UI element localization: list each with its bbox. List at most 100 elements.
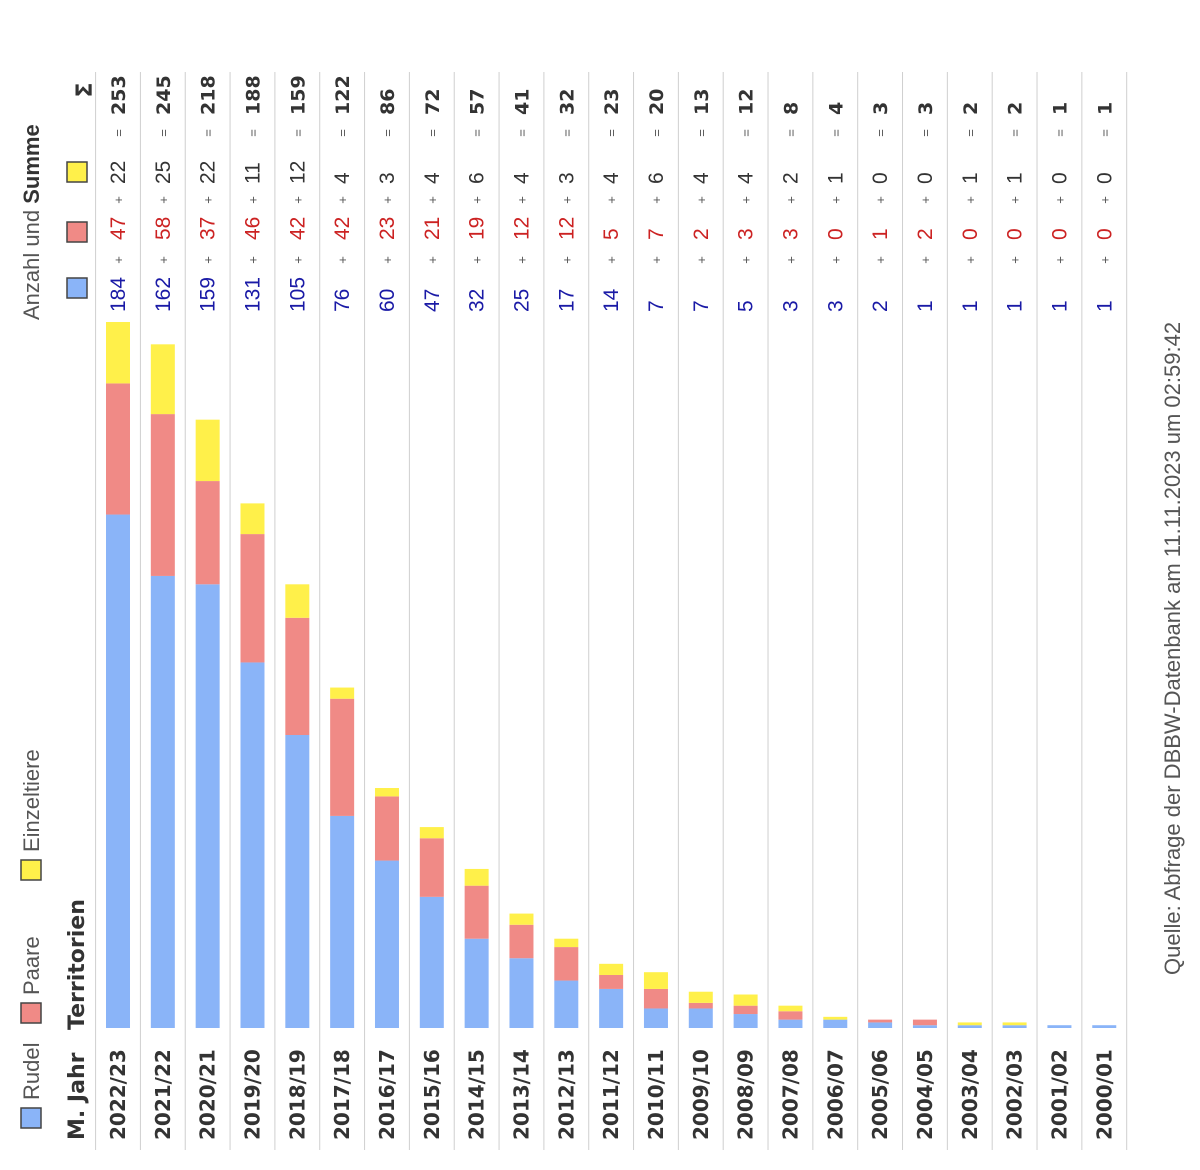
value-einzeltiere: 11 <box>241 162 264 184</box>
total-value: 23 <box>601 89 623 115</box>
value-rudel: 32 <box>466 289 489 312</box>
bar-rudel <box>106 514 130 1028</box>
header-year: M. Jahr <box>65 1052 90 1140</box>
equals-sign: = <box>828 129 843 137</box>
year-label: 2008/09 <box>734 1049 758 1140</box>
total-value: 20 <box>646 89 668 115</box>
value-einzeltiere: 1 <box>959 172 982 184</box>
total-value: 4 <box>825 102 847 115</box>
value-einzeltiere: 25 <box>152 161 175 184</box>
bar-paare <box>778 1011 803 1020</box>
value-paare: 0 <box>1048 228 1071 240</box>
bar-paare <box>912 1019 937 1026</box>
equals-sign: = <box>290 129 305 137</box>
bar-rudel <box>374 860 399 1028</box>
header-anzahl-summe: Anzahl und Summe <box>19 124 44 320</box>
value-einzeltiere: 0 <box>914 172 937 184</box>
equals-sign: = <box>918 129 933 137</box>
year-label: 2020/21 <box>196 1049 220 1140</box>
value-rudel: 60 <box>376 289 399 312</box>
plus-sign: + <box>111 196 126 204</box>
year-label: 2017/18 <box>330 1049 354 1140</box>
year-label: 2011/12 <box>599 1049 623 1140</box>
value-paare: 2 <box>914 228 937 240</box>
plus-sign: + <box>514 256 529 264</box>
equals-sign: = <box>1052 129 1067 137</box>
bar-paare <box>330 698 355 816</box>
equals-sign: = <box>783 129 798 137</box>
value-paare: 47 <box>107 217 130 240</box>
bar-paare <box>643 988 668 1009</box>
plus-sign: + <box>1097 196 1112 204</box>
plus-sign: + <box>1008 196 1023 204</box>
bar-einzeltiere <box>240 503 265 535</box>
bar-rudel <box>643 1008 668 1028</box>
year-label: 2005/06 <box>868 1049 892 1140</box>
plus-sign: + <box>380 256 395 264</box>
value-rudel: 3 <box>824 300 847 312</box>
value-einzeltiere: 4 <box>690 172 713 184</box>
bar-paare <box>419 838 444 897</box>
value-rudel: 25 <box>510 289 533 312</box>
legend-swatch-paare <box>20 1002 42 1024</box>
year-label: 2002/03 <box>1003 1049 1027 1140</box>
value-rudel: 76 <box>331 289 354 312</box>
bar-rudel <box>554 980 579 1028</box>
bar-rudel <box>464 938 489 1028</box>
year-label: 2016/17 <box>375 1049 399 1140</box>
value-rudel: 1 <box>1093 300 1116 312</box>
value-rudel: 7 <box>645 300 668 312</box>
value-rudel: 105 <box>286 277 309 312</box>
plus-sign: + <box>694 196 709 204</box>
year-label: 2013/14 <box>509 1049 533 1140</box>
legend-label-paare: Paare <box>19 936 44 995</box>
legend-swatch-rudel <box>20 1107 42 1129</box>
value-rudel: 1 <box>1048 300 1071 312</box>
bar-rudel <box>912 1025 937 1028</box>
table-swatch-paare <box>66 221 88 243</box>
total-value: 253 <box>108 75 130 115</box>
equals-sign: = <box>335 129 350 137</box>
value-paare: 12 <box>510 217 533 240</box>
plus-sign: + <box>380 196 395 204</box>
value-rudel: 14 <box>600 288 623 312</box>
bar-einzeltiere <box>599 963 624 975</box>
equals-sign: = <box>470 129 485 137</box>
value-paare: 42 <box>286 217 309 240</box>
year-label: 2010/11 <box>644 1049 668 1140</box>
plus-sign: + <box>335 256 350 264</box>
value-einzeltiere: 12 <box>286 161 309 184</box>
plus-sign: + <box>335 196 350 204</box>
total-value: 2 <box>960 102 982 115</box>
year-label: 2003/04 <box>958 1049 982 1140</box>
value-rudel: 184 <box>107 277 130 312</box>
value-rudel: 1 <box>959 300 982 312</box>
value-rudel: 162 <box>152 277 175 312</box>
bar-einzeltiere <box>1002 1022 1027 1026</box>
total-value: 72 <box>422 89 444 115</box>
equals-sign: = <box>201 129 216 137</box>
plus-sign: + <box>694 256 709 264</box>
bar-rudel <box>509 958 534 1028</box>
bar-einzeltiere <box>285 584 310 618</box>
value-paare: 1 <box>869 228 892 240</box>
bar-rudel <box>240 662 265 1028</box>
year-label: 2022/23 <box>106 1049 130 1140</box>
plus-sign: + <box>156 196 171 204</box>
value-einzeltiere: 4 <box>735 172 758 184</box>
plus-sign: + <box>783 256 798 264</box>
equals-sign: = <box>111 129 126 137</box>
value-paare: 46 <box>241 217 264 240</box>
bar-rudel <box>778 1019 803 1028</box>
plus-sign: + <box>739 256 754 264</box>
year-label: 2006/07 <box>823 1049 847 1140</box>
bar-einzeltiere <box>554 938 579 948</box>
bar-paare <box>195 481 220 585</box>
bar-einzeltiere <box>688 991 713 1003</box>
bar-rudel <box>1002 1025 1027 1028</box>
equals-sign: = <box>380 129 395 137</box>
total-value: 86 <box>377 89 399 115</box>
header-territorien: Territorien <box>65 899 90 1030</box>
plus-sign: + <box>425 256 440 264</box>
value-paare: 21 <box>421 217 444 240</box>
